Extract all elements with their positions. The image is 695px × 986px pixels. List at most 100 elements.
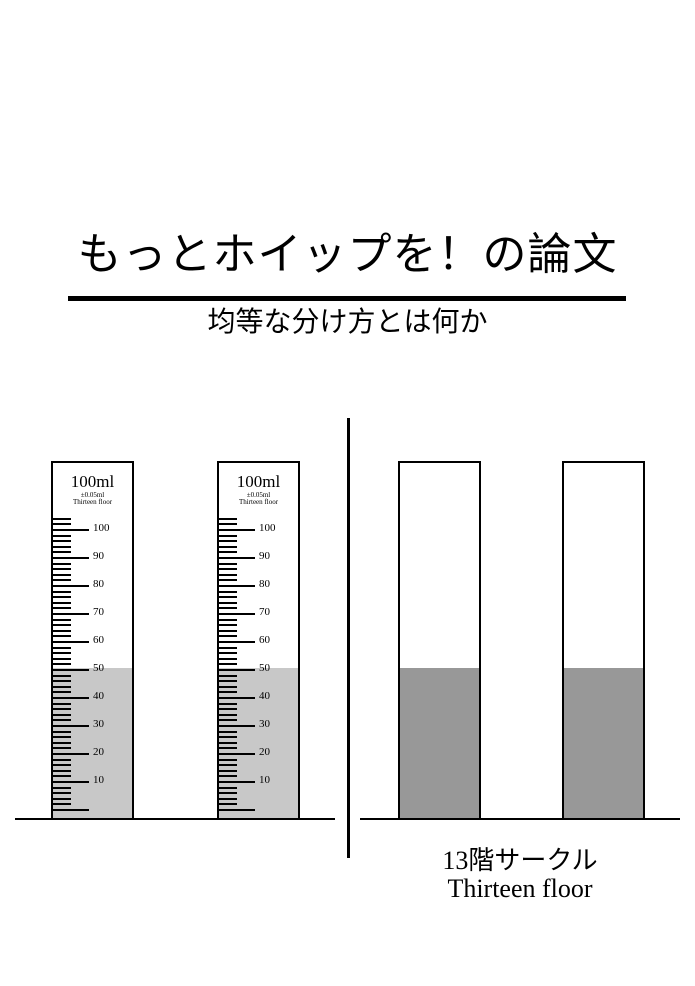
scale-label: 60 bbox=[259, 634, 270, 646]
scale-tick bbox=[219, 647, 237, 649]
scale-tick bbox=[53, 680, 71, 682]
scale-tick bbox=[219, 787, 237, 789]
scale-label: 30 bbox=[93, 718, 104, 730]
scale-tick bbox=[219, 529, 255, 531]
scale-tick bbox=[53, 747, 71, 749]
scale-tick bbox=[53, 579, 71, 581]
scale-tick bbox=[219, 663, 237, 665]
scale-tick bbox=[53, 731, 71, 733]
scale-tick bbox=[219, 747, 237, 749]
scale-tick bbox=[219, 781, 255, 783]
scale-tick bbox=[219, 731, 237, 733]
scale-label: 80 bbox=[259, 578, 270, 590]
baseline-left bbox=[15, 818, 335, 820]
scale-tick bbox=[53, 563, 71, 565]
scale-tick bbox=[53, 658, 71, 660]
cylinder-graduated: 100ml±0.05mlThirteen floor10203040506070… bbox=[51, 461, 134, 818]
scale-tick bbox=[53, 675, 71, 677]
scale-tick bbox=[53, 551, 71, 553]
scale-tick bbox=[219, 803, 237, 805]
scale-tick bbox=[219, 540, 237, 542]
scale-tick bbox=[53, 719, 71, 721]
footer-jp: 13階サークル bbox=[360, 840, 680, 877]
scale-tick bbox=[53, 635, 71, 637]
scale-tick bbox=[219, 579, 237, 581]
scale-tick bbox=[53, 736, 71, 738]
scale-label: 70 bbox=[93, 606, 104, 618]
scale-tick bbox=[53, 591, 71, 593]
scale-tick bbox=[53, 663, 71, 665]
scale-tick bbox=[53, 708, 71, 710]
scale-tick bbox=[219, 551, 237, 553]
scale-tick bbox=[219, 680, 237, 682]
scale-tick bbox=[219, 602, 237, 604]
scale-tick bbox=[53, 781, 89, 783]
scale-tick bbox=[53, 619, 71, 621]
scale-tick bbox=[219, 613, 255, 615]
cylinder-graduated: 100ml±0.05mlThirteen floor10203040506070… bbox=[217, 461, 300, 818]
scale-tick bbox=[53, 787, 71, 789]
scale-tick bbox=[219, 675, 237, 677]
scale-tick bbox=[53, 792, 71, 794]
cylinder-fill bbox=[564, 668, 643, 818]
cylinder-name-label: Thirteen floor bbox=[219, 499, 298, 507]
scale-tick bbox=[53, 669, 89, 671]
scale-label: 50 bbox=[259, 662, 270, 674]
scale-tick bbox=[53, 753, 89, 755]
scale-tick bbox=[219, 697, 255, 699]
scale-tick bbox=[219, 641, 255, 643]
scale-label: 10 bbox=[259, 774, 270, 786]
scale-label: 90 bbox=[259, 550, 270, 562]
scale-tick bbox=[219, 669, 255, 671]
scale-tick bbox=[219, 708, 237, 710]
scale-tick bbox=[219, 557, 255, 559]
scale-tick bbox=[219, 523, 237, 525]
scale-label: 20 bbox=[93, 746, 104, 758]
cylinder-ml-label: 100ml bbox=[219, 473, 298, 492]
scale-tick bbox=[53, 535, 71, 537]
scale-tick bbox=[219, 736, 237, 738]
scale-label: 50 bbox=[93, 662, 104, 674]
scale-tick bbox=[219, 568, 237, 570]
scale-tick bbox=[219, 591, 237, 593]
scale-tick bbox=[219, 725, 255, 727]
scale-tick bbox=[219, 798, 237, 800]
scale-label: 10 bbox=[93, 774, 104, 786]
scale-tick bbox=[219, 691, 237, 693]
scale-tick bbox=[219, 607, 237, 609]
scale-tick bbox=[219, 624, 237, 626]
scale-tick bbox=[219, 714, 237, 716]
scale-tick bbox=[53, 809, 89, 811]
scale-tick bbox=[53, 697, 89, 699]
scale-tick bbox=[53, 568, 71, 570]
scale-tick bbox=[219, 596, 237, 598]
scale-label: 40 bbox=[93, 690, 104, 702]
page-title: もっとホイップを！の論文 bbox=[0, 218, 695, 282]
scale-tick bbox=[53, 557, 89, 559]
scale-tick bbox=[53, 775, 71, 777]
scale-tick bbox=[219, 652, 237, 654]
scale-tick bbox=[53, 641, 89, 643]
cylinder-header: 100ml±0.05mlThirteen floor bbox=[219, 473, 298, 507]
scale-tick bbox=[219, 770, 237, 772]
cylinder-plain bbox=[398, 461, 481, 818]
scale-tick bbox=[53, 602, 71, 604]
cylinder-ml-label: 100ml bbox=[53, 473, 132, 492]
scale-tick bbox=[219, 574, 237, 576]
scale-tick bbox=[53, 596, 71, 598]
scale-tick bbox=[219, 630, 237, 632]
scale-tick bbox=[53, 725, 89, 727]
scale-tick bbox=[219, 809, 255, 811]
scale-label: 100 bbox=[93, 522, 110, 534]
scale-label: 100 bbox=[259, 522, 276, 534]
cylinder-name-label: Thirteen floor bbox=[53, 499, 132, 507]
scale-tick bbox=[53, 630, 71, 632]
scale-label: 90 bbox=[93, 550, 104, 562]
baseline-right bbox=[360, 818, 680, 820]
scale-tick bbox=[53, 574, 71, 576]
scale-tick bbox=[219, 619, 237, 621]
scale-tick bbox=[219, 686, 237, 688]
scale-tick bbox=[219, 635, 237, 637]
scale-tick bbox=[219, 585, 255, 587]
scale-tick bbox=[53, 518, 71, 520]
